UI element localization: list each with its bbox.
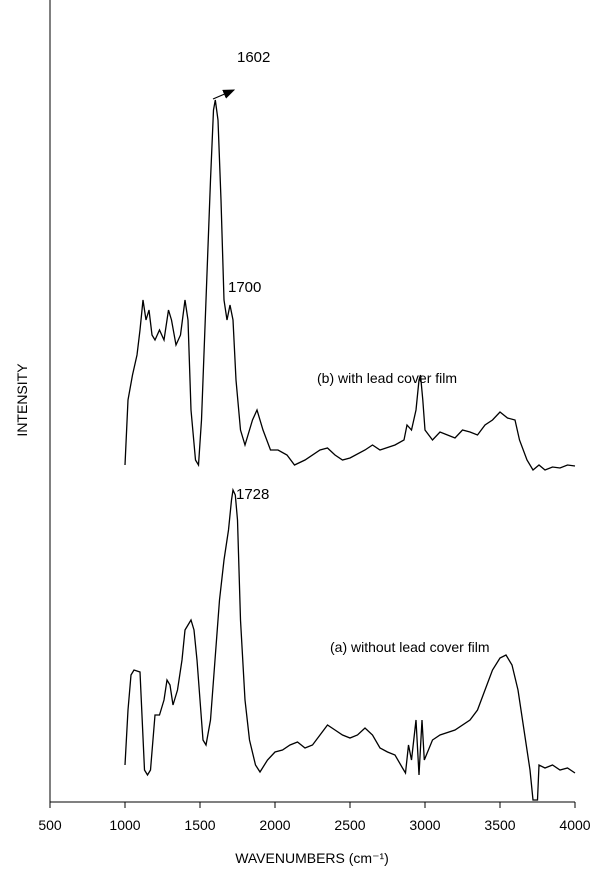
x-tick-label: 500 xyxy=(38,817,62,833)
x-tick-label: 2000 xyxy=(259,817,290,833)
x-tick-label: 4000 xyxy=(559,817,590,833)
annotation: 1700 xyxy=(228,279,261,296)
y-axis-label: INTENSITY xyxy=(14,363,30,437)
x-tick-label: 1500 xyxy=(184,817,215,833)
annotation: 1728 xyxy=(236,486,269,503)
annotation: 1602 xyxy=(237,49,270,66)
spectrum-line xyxy=(124,487,576,801)
arrow xyxy=(212,89,236,100)
annotation: (a) without lead cover film xyxy=(330,639,490,655)
annotation: (b) with lead cover film xyxy=(317,370,457,386)
x-tick-label: 3000 xyxy=(409,817,440,833)
x-tick-label: 2500 xyxy=(334,817,365,833)
x-tick-label: 1000 xyxy=(109,817,140,833)
x-axis-label: WAVENUMBERS (cm⁻¹) xyxy=(235,850,389,866)
x-tick-label: 3500 xyxy=(484,817,515,833)
spectrum-line xyxy=(124,99,576,471)
